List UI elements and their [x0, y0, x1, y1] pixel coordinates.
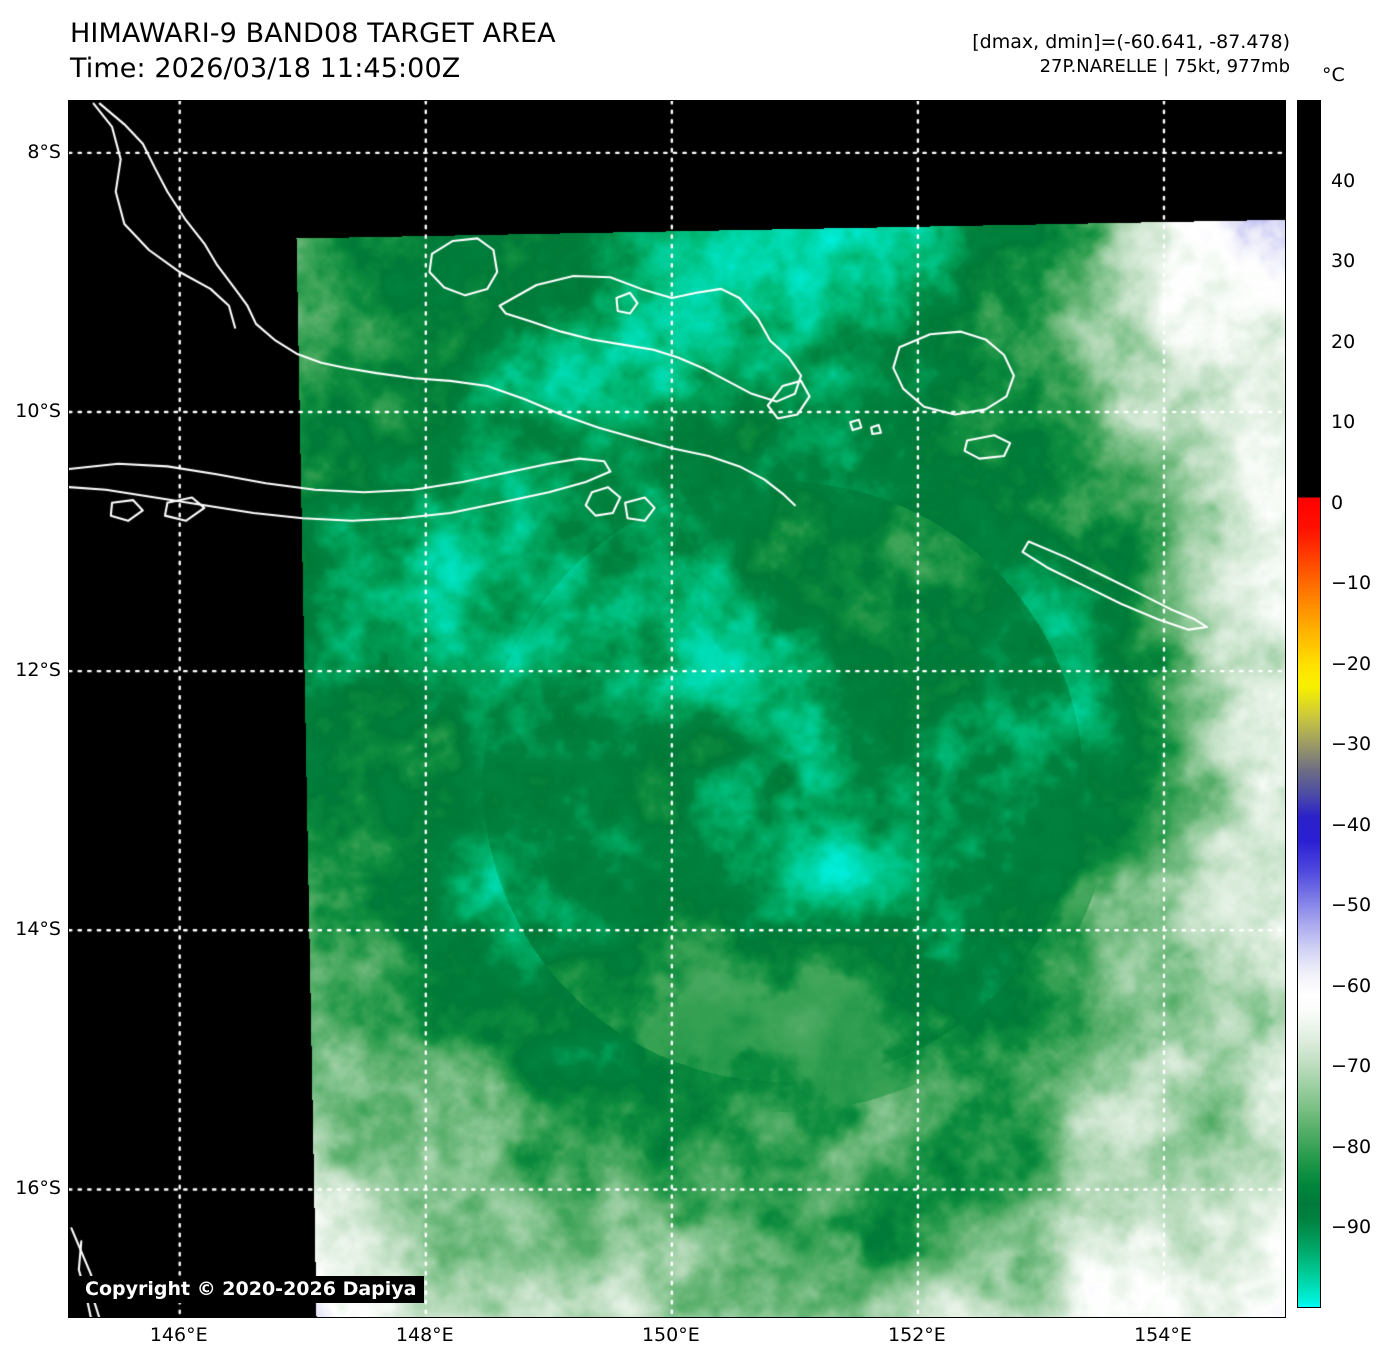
product-title: HIMAWARI-9 BAND08 TARGET AREA: [70, 18, 556, 49]
colorbar-tick-label: 0: [1331, 491, 1344, 514]
lon-tick-label: 148°E: [395, 1324, 454, 1346]
lat-tick-label: 8°S: [27, 140, 61, 163]
latitude-axis: 8°S 10°S 12°S 14°S 16°S: [0, 0, 62, 1366]
page-title: HIMAWARI-9 BAND08 TARGET AREA Time: 2026…: [70, 16, 556, 86]
colorbar-tick-label: 30: [1331, 250, 1356, 273]
lon-tick-label: 154°E: [1134, 1324, 1192, 1346]
colorbar-tick-label: −70: [1331, 1055, 1372, 1078]
lat-tick-label: 14°S: [15, 918, 61, 941]
lat-tick-label: 12°S: [15, 659, 61, 682]
colorbar-tick-label: −60: [1331, 974, 1372, 997]
lat-tick-label: 16°S: [15, 1177, 61, 1200]
colorbar-tick-label: 20: [1331, 330, 1356, 353]
lon-tick-label: 146°E: [149, 1324, 208, 1346]
colorbar-tick-label: −50: [1331, 894, 1372, 917]
colorbar-tick-label: −90: [1331, 1216, 1372, 1239]
colorbar-tick-label: −20: [1331, 652, 1372, 675]
lat-tick-label: 10°S: [15, 399, 61, 422]
colorbar-tick-label: −10: [1331, 572, 1372, 595]
colorbar-tick-label: −80: [1331, 1135, 1372, 1158]
copyright-notice: Copyright © 2020-2026 Dapiya: [77, 1276, 425, 1303]
storm-info-text: 27P.NARELLE | 75kt, 977mb: [1039, 55, 1290, 77]
colorbar-tick-label: 40: [1331, 169, 1356, 192]
metadata-block: [dmax, dmin]=(-60.641, -87.478) 27P.NARE…: [972, 30, 1290, 78]
colorbar-tick-label: −40: [1331, 813, 1372, 836]
satellite-plot-area[interactable]: Copyright © 2020-2026 Dapiya: [68, 100, 1286, 1318]
dmax-dmin-text: [dmax, dmin]=(-60.641, -87.478): [972, 31, 1290, 53]
lon-tick-label: 152°E: [888, 1324, 946, 1346]
colorbar-unit-label: °C: [1322, 64, 1345, 86]
colorbar-gradient: [1297, 100, 1321, 1308]
coastline-gridline-layer: [69, 101, 1285, 1317]
colorbar-tick-label: 10: [1331, 411, 1356, 434]
colorbar[interactable]: [1297, 100, 1321, 1308]
colorbar-tick-label: −30: [1331, 733, 1372, 756]
lon-tick-label: 150°E: [641, 1324, 700, 1346]
observation-time: Time: 2026/03/18 11:45:00Z: [70, 53, 461, 85]
